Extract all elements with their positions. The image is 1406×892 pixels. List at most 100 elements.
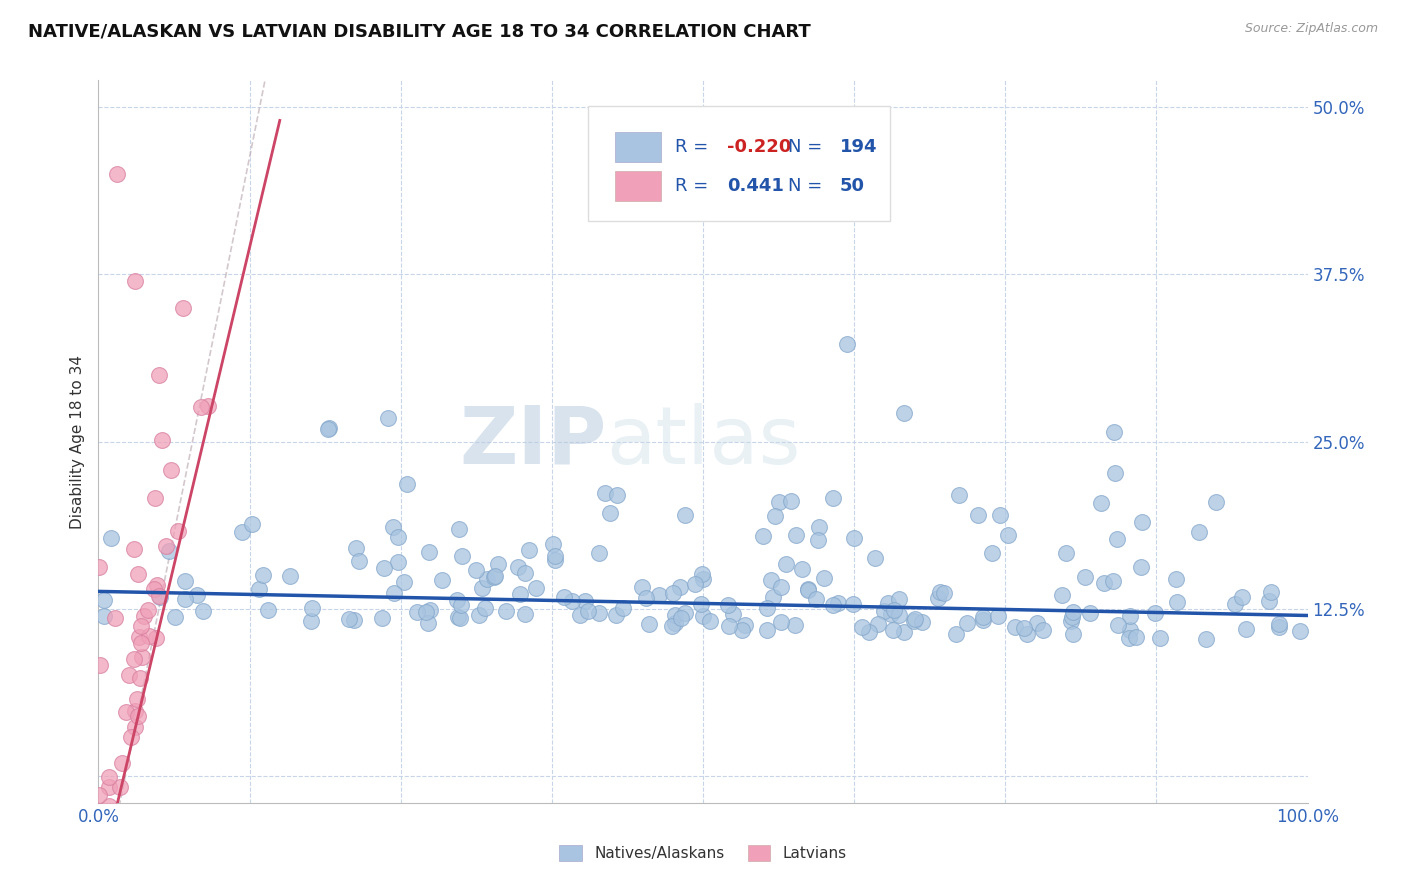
Point [972,613,994,627]
Point [1004,620,1026,634]
Point [167,524,190,538]
Point [1230,590,1253,604]
Point [104,611,127,625]
Point [129,619,152,633]
Text: N =: N = [787,137,823,156]
Point [988,508,1011,522]
Point [515,607,537,622]
Point [734,618,756,632]
Point [692,572,714,586]
Point [377,411,399,425]
Point [821,491,844,505]
Point [987,608,1010,623]
Point [191,604,214,618]
Point [513,566,536,581]
Point [1062,609,1084,624]
Point [877,596,900,610]
Point [956,616,979,631]
Point [612,601,634,615]
Point [1268,620,1291,634]
Point [1060,614,1083,628]
Point [163,610,186,624]
Point [631,580,654,594]
Point [692,609,714,624]
Point [344,541,367,556]
Point [997,527,1019,541]
Point [299,614,322,628]
Point [1149,631,1171,645]
Point [482,570,505,584]
Point [240,516,263,531]
Point [252,568,274,582]
Text: ZIP: ZIP [458,402,606,481]
Point [129,671,152,685]
Point [797,582,820,596]
Point [634,591,657,606]
Point [474,601,496,615]
Point [105,167,128,181]
Point [948,488,970,502]
Point [342,613,364,627]
Point [122,541,145,556]
Point [508,560,530,574]
Point [638,616,661,631]
Point [1032,623,1054,637]
Point [752,529,775,543]
Point [517,542,540,557]
Point [509,587,531,601]
Point [605,487,627,501]
Point [842,597,865,611]
Point [396,476,419,491]
Point [231,525,253,540]
Point [143,491,166,506]
Point [731,623,754,637]
Point [1102,425,1125,440]
Point [813,571,835,585]
Point [371,611,394,625]
Point [1129,559,1152,574]
Point [471,581,494,595]
Point [1187,525,1209,540]
Point [588,606,610,620]
Point [689,597,711,611]
Point [122,652,145,666]
Point [762,590,785,604]
Point [1074,570,1097,584]
Point [1062,605,1084,619]
Point [553,591,575,605]
Point [1268,616,1291,631]
Point [576,604,599,618]
Point [664,615,686,630]
Point [149,590,172,604]
Point [94,822,117,837]
Point [1166,595,1188,609]
Text: R =: R = [675,137,709,156]
Point [887,591,910,606]
Point [768,495,790,509]
Point [1289,624,1312,638]
Point [543,537,565,551]
Text: atlas: atlas [606,402,800,481]
Point [197,399,219,413]
Point [1195,632,1218,647]
Point [807,533,830,547]
Text: 0.441: 0.441 [727,177,785,194]
Point [1225,597,1247,611]
Point [662,586,685,600]
Point [605,608,627,623]
Point [93,846,115,860]
Point [337,612,360,626]
Point [664,607,686,622]
Point [430,574,453,588]
Point [129,635,152,649]
Point [108,780,131,795]
Point [595,485,617,500]
Point [893,406,915,420]
Point [172,301,194,315]
Text: N =: N = [787,177,823,194]
Point [97,771,120,785]
Point [124,720,146,734]
Point [415,605,437,619]
Point [138,629,160,643]
Point [1062,627,1084,641]
